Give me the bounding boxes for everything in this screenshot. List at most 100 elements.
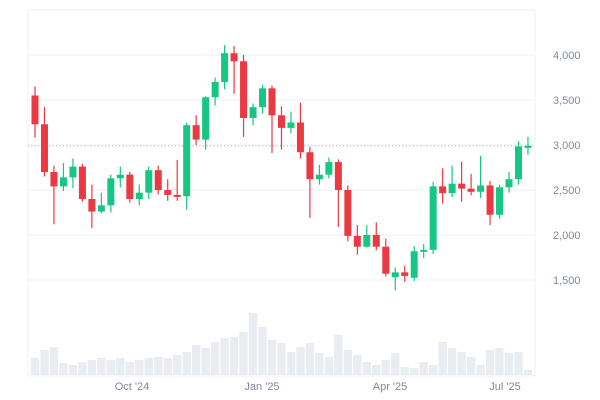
candle[interactable] [268,85,276,154]
candle[interactable] [306,146,314,218]
candle[interactable] [116,166,124,188]
volume-bar [267,340,277,375]
candle[interactable] [154,165,162,195]
candle[interactable] [496,184,504,219]
candle[interactable] [505,172,513,193]
candle[interactable] [315,164,323,185]
candle-body-up [325,162,333,175]
candle[interactable] [514,141,522,185]
candle[interactable] [69,158,77,189]
candle-body-down [31,95,39,125]
volume-bar [315,353,324,375]
candle-body-up [249,107,257,118]
candle-body-up [287,122,295,128]
candle[interactable] [145,166,153,199]
volume-bar [495,348,504,375]
volume-bar [59,363,68,375]
candle-body-down [78,166,86,199]
candle[interactable] [524,136,532,155]
candle-body-up [97,205,105,212]
candle-body-down [306,152,314,180]
candle[interactable] [439,168,447,204]
candle[interactable] [325,157,333,179]
volume-bar [68,365,78,375]
volume-bar [353,355,362,375]
candle[interactable] [458,161,466,202]
x-axis-tick-label: Jan '25 [244,381,279,393]
candle[interactable] [391,267,399,291]
candle[interactable] [31,86,39,138]
candle[interactable] [277,106,285,150]
candle-body-up [315,174,323,180]
candle[interactable] [97,192,105,214]
candle[interactable] [59,163,67,191]
candle-body-up [221,53,229,82]
candle[interactable] [410,246,418,281]
candle[interactable] [467,173,475,196]
x-axis-tick-label: Apr '25 [373,381,408,393]
candle[interactable] [211,77,219,106]
candle[interactable] [372,222,380,251]
candle[interactable] [240,55,248,137]
candle[interactable] [382,238,390,277]
candle[interactable] [126,172,134,203]
candle[interactable] [164,179,172,201]
volume-bar [49,347,59,375]
candle-body-down [164,190,172,195]
candle[interactable] [78,163,86,202]
volume-bar [154,357,163,375]
candle-body-down [154,170,162,190]
candle-body-down [88,199,96,212]
volume-bar [419,362,428,375]
candle-body-down [240,61,248,118]
candle[interactable] [259,84,267,114]
candle-body-down [296,122,304,153]
candle-body-down [439,186,447,194]
volume-bar [457,352,466,375]
candle-body-up [135,192,143,199]
candle[interactable] [401,265,409,282]
candle[interactable] [230,46,238,94]
candle[interactable] [221,45,229,90]
candle[interactable] [287,111,295,134]
candle-body-up [477,185,485,192]
candle[interactable] [448,165,456,198]
candle[interactable] [40,107,48,177]
volume-bar [239,332,248,375]
candle-body-down [467,188,475,192]
candle[interactable] [486,181,494,226]
y-axis-tick-label: 3,500 [553,95,581,107]
volume-bar [514,352,523,375]
volume-bar [210,342,220,375]
candle[interactable] [50,165,58,225]
volume-bar [372,365,381,375]
candle-body-up [505,179,513,188]
candle[interactable] [135,184,143,206]
candle[interactable] [296,102,304,159]
candle-body-up [420,249,428,252]
volume-bar [476,365,485,375]
candle-body-down [334,162,342,190]
candle-body-down [173,194,181,197]
candle-body-down [486,185,494,215]
candle[interactable] [344,185,352,242]
candle[interactable] [107,174,115,213]
candle-body-up [202,97,210,140]
candle[interactable] [183,122,191,210]
candle[interactable] [420,244,428,258]
candle[interactable] [334,159,342,227]
candle[interactable] [249,103,257,126]
candle[interactable] [88,184,96,228]
candle[interactable] [192,115,200,145]
candle[interactable] [477,155,485,199]
candle[interactable] [202,96,210,150]
volume-bar [78,362,87,375]
candle[interactable] [363,225,371,248]
candle[interactable] [173,159,181,201]
candle[interactable] [353,225,361,255]
candle[interactable] [429,181,437,254]
volume-bar [504,353,514,375]
volume-bar [286,352,296,375]
